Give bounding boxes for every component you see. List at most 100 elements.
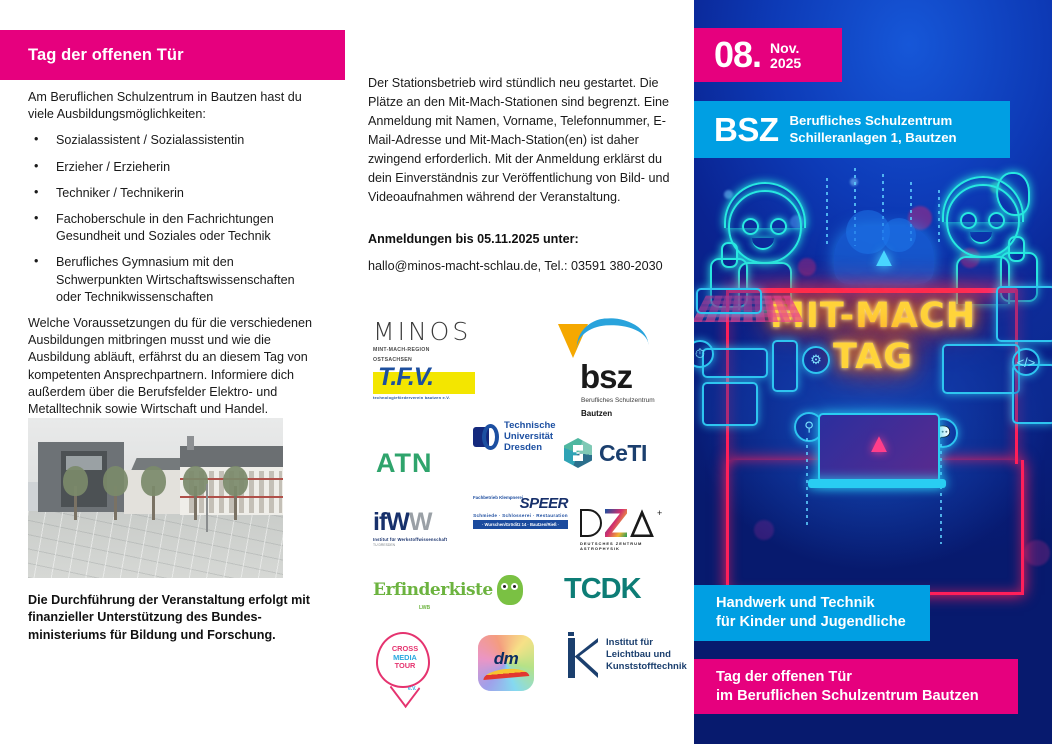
photo-lamp-post [206,484,208,532]
funding-note: Die Durchführung der Veranstaltung erfol… [28,593,310,642]
speer-wordmark: SPEER [519,495,569,512]
page-title: Tag der offenen Tür [28,45,184,64]
tfv-wordmark: T.F.V. [378,363,434,391]
crossmedia-pin-icon: CROSS MEDIA TOUR e.V. [376,632,430,692]
erfinderkiste-wordmark: Erfinderkiste [373,580,493,600]
ilk-wordmark: Institut für Leichtbau und Kunststofftec… [606,637,687,673]
crossmedia-line-1: CROSS [391,644,419,653]
event-date-badge: 08. Nov. 2025 [694,28,842,82]
speer-top-left: Fachbetrieb Klempnerei [473,495,524,500]
vbsz-v-shape [558,324,588,358]
laptop-chevron-icon: ▲ [865,428,893,458]
crossmedia-ev: e.V. [408,686,417,692]
cyan-banner-text: Handwerk und Technik für Kinder und Juge… [716,594,906,632]
ui-profile-card-chip [942,344,1020,394]
dza-letter-d-icon [580,509,602,537]
photo-cornice-lower [180,496,283,498]
pink-banner-text: Tag der offenen Tür im Beruflichen Schul… [716,668,979,706]
dotted-line [938,190,940,242]
neon-headline: MIT-MACH TAG [694,296,1052,378]
middle-column: Der Stationsbetrieb wird stündlich neu g… [368,0,687,744]
school-building-photo [28,418,283,578]
tfv-logo: T.F.V. technologieförderverein bautzen e… [373,365,475,400]
ui-document-chip [702,382,758,426]
tu-dresden-mark-icon [473,423,499,450]
tu-dresden-logo: Technische Universität Dresden [473,420,573,453]
photo-tree [103,466,128,520]
ui-code-panel-chip [996,286,1052,342]
ceti-logo: CeTI [564,438,647,468]
dza-subline: DEUTSCHES ZENTRUM ASTROPHYSIK [580,541,643,551]
tfv-subline: technologieförderverein bautzen e.V. [373,395,451,400]
vbsz-subline-1: Berufliches Schulzentrum [581,396,655,404]
settings-icon: ⚙ [802,346,830,374]
dotted-line [806,438,808,528]
list-item: Erzieher / Erzieherin [28,158,318,176]
pink-subtitle-banner: Tag der offenen Tür im Beruflichen Schul… [694,659,1018,714]
bsz-identity-bar: BSZ Berufliches Schulzentrum Schilleranl… [694,101,1010,158]
dm-wordmark: dm [493,649,519,668]
minos-logo: MINOS MINT-MACH-REGION OSTSACHSEN [373,319,483,364]
ifww-wordmark-dark: ifW [373,508,410,536]
bsz-line-2: Schilleranlagen 1, Bautzen [789,129,957,145]
list-item: Fachoberschule in den Fachrichtungen Ges… [28,210,318,245]
cyan-subtitle-banner: Handwerk und Technik für Kinder und Juge… [694,585,930,641]
neon-headline-line-2: TAG [833,337,913,377]
erfinderkiste-subline: LWB [419,605,431,611]
partner-logos: MINOS MINT-MACH-REGION OSTSACHSEN T.F.V.… [368,310,687,730]
tud-line-2: Universität [504,431,554,442]
right-poster-panel: 08. Nov. 2025 BSZ Berufliches Schulzentr… [694,0,1052,744]
ifww-logo: ifW W Institut für Werkstoffwissenschaft… [373,508,468,548]
cloud-chevron-icon: ▲ [870,242,898,272]
registration-heading: Anmeldungen bis 05.11.2025 unter: [368,232,579,246]
left-heading-banner: Tag der offenen Tür [0,30,345,80]
ilk-line-2: Leichtbau und [606,649,671,660]
tcdk-wordmark: TCDK [564,573,642,605]
list-item: Berufliches Gymnasium mit den Schwerpunk… [28,253,318,306]
bokeh-dot [798,258,816,276]
erfinderkiste-logo: Erfinderkiste LWB [373,575,523,611]
list-item: Techniker / Technikerin [28,184,318,202]
girl-character-icon [934,172,1038,304]
dza-logo: + DEUTSCHES ZENTRUM ASTROPHYSIK [580,508,668,551]
tfv-yellow-bar: T.F.V. [373,365,475,394]
left-column: Tag der offenen Tür Am Beruflichen Schul… [0,0,345,744]
dza-letter-z-icon [605,509,627,537]
atn-logo: ATN [376,450,433,477]
neon-illustration: ▲ MIT-MACH TAG ⚙ ⚲ 💬 </> ⏱ [694,168,1052,595]
dm-logo: dm [478,635,534,691]
neon-top-bar [726,288,1018,293]
erfinderkiste-mascot-icon [496,575,523,605]
ifww-subline-2: TU DRESDEN [373,543,396,547]
minos-wordmark: MINOS [373,317,472,346]
ui-panel-chip [696,288,762,314]
atn-wordmark: ATN [376,448,433,478]
dotted-line [940,444,942,544]
ilk-mark-icon [566,632,600,678]
boy-character-icon [710,182,812,310]
dotted-line [854,168,856,246]
intro-paragraph: Am Beruflichen Schulzentrum in Bautzen h… [28,90,302,122]
minos-subline-2: OSTSACHSEN [373,357,413,363]
photo-tower [187,436,194,450]
list-item: Sozialassistent / Sozialassistentin [28,131,318,149]
stations-paragraph: Der Stationsbetrieb wird stündlich neu g… [368,76,670,204]
bokeh-dot [1024,540,1050,566]
laptop-screen: ▲ [818,413,940,483]
crossmedia-line-3: TOUR [394,661,416,670]
ilk-line-3: Kunststofftechnik [606,661,687,672]
tcdk-logo: TCDK [564,573,642,605]
cyan-banner-line-1: Handwerk und Technik [716,595,875,611]
tu-dresden-wordmark: Technische Universität Dresden [504,420,556,453]
bsz-wordmark: BSZ [714,111,779,148]
code-icon: </> [1012,348,1040,376]
ilk-logo: Institut für Leichtbau und Kunststofftec… [566,632,687,678]
bokeh-dot [754,520,774,540]
event-month-year: Nov. 2025 [770,40,801,71]
vbsz-arc-shape [574,315,650,362]
vbsz-logo: bsz Berufliches Schulzentrum Bautzen [558,315,666,419]
requirements-paragraph: Welche Voraussetzungen du für die versch… [28,316,313,417]
vbsz-wordmark: bsz [580,358,633,395]
dotted-line [882,174,884,244]
